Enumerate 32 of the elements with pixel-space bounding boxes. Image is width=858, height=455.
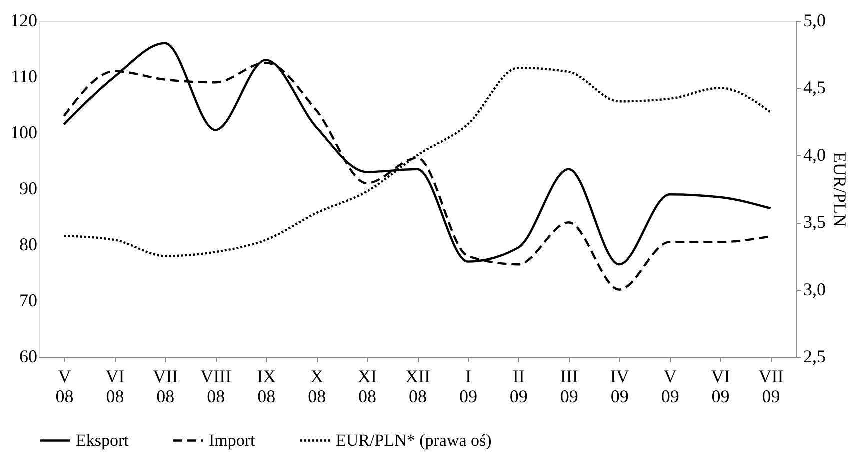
legend-label: Eksport (76, 430, 130, 450)
x-tick-label: V 08 (56, 366, 74, 406)
x-tick-label: XII 08 (406, 366, 430, 406)
x-tick-label: VI 08 (106, 366, 125, 406)
y-tick-label: 70 (20, 290, 38, 310)
y-tick-label: 110 (11, 66, 38, 86)
x-tick-label: VI 09 (711, 366, 730, 406)
y-tick-label: 120 (10, 10, 38, 30)
y2-tick-label: 4,5 (804, 78, 826, 98)
x-tick-label: III 09 (560, 366, 578, 406)
x-tick-label: IX 08 (257, 366, 276, 406)
y-tick-label: 60 (20, 346, 38, 366)
legend-label: EUR/PLN* (prawa oś) (336, 430, 492, 450)
y-tick-label: 100 (10, 122, 38, 142)
x-tick-label: I 09 (459, 366, 478, 406)
legend-label: Import (209, 430, 256, 450)
x-tick-label: II 09 (510, 366, 528, 406)
y2-tick-label: 4,0 (804, 144, 826, 165)
y2-axis-title: EUR/PLN (830, 152, 850, 228)
x-tick-label: X 08 (308, 366, 326, 406)
x-tick-label: VIII 08 (200, 366, 232, 406)
x-tick-label: XI 08 (358, 366, 378, 406)
x-tick-label: VII 08 (153, 366, 178, 406)
y2-tick-label: 3,5 (804, 212, 826, 232)
x-tick-label: VII 09 (758, 366, 784, 406)
y-tick-label: 80 (20, 234, 38, 254)
x-tick-label: V 09 (661, 366, 680, 406)
y2-tick-label: 3,0 (804, 279, 826, 300)
x-tick-label: IV 09 (610, 366, 630, 406)
y2-tick-label: 2,5 (804, 346, 826, 366)
y2-tick-label: 5,0 (804, 10, 826, 30)
y-tick-label: 90 (20, 178, 38, 198)
